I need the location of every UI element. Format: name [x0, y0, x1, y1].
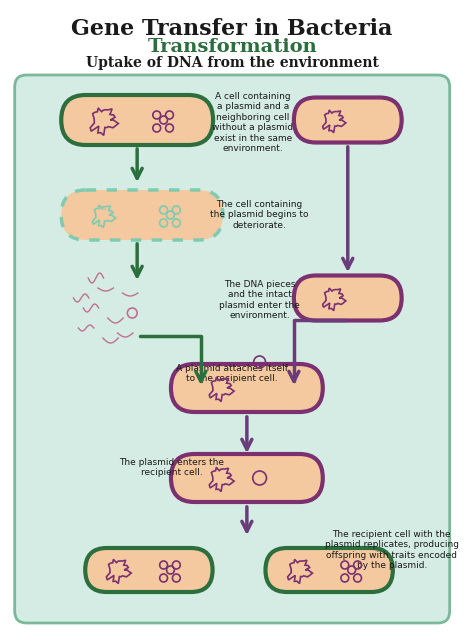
FancyBboxPatch shape: [265, 548, 393, 592]
Text: The DNA pieces
and the intact
plasmid enter the
environment.: The DNA pieces and the intact plasmid en…: [219, 280, 300, 320]
FancyBboxPatch shape: [294, 276, 401, 320]
Text: A cell containing
a plasmid and a
neighboring cell
without a plasmid
exist in th: A cell containing a plasmid and a neighb…: [212, 92, 293, 153]
Text: The recipient cell with the
plasmid replicates, producing
offspring with traits : The recipient cell with the plasmid repl…: [325, 530, 459, 570]
Text: Uptake of DNA from the environment: Uptake of DNA from the environment: [86, 56, 379, 70]
FancyBboxPatch shape: [294, 97, 401, 142]
FancyBboxPatch shape: [85, 548, 212, 592]
Text: The plasmid enters the
recipient cell.: The plasmid enters the recipient cell.: [119, 458, 224, 477]
FancyBboxPatch shape: [61, 190, 223, 240]
FancyBboxPatch shape: [15, 75, 450, 623]
Text: A plasmid attaches itself
to the recipient cell.: A plasmid attaches itself to the recipie…: [176, 364, 288, 384]
FancyBboxPatch shape: [61, 95, 213, 145]
FancyBboxPatch shape: [171, 364, 323, 412]
Text: ~: ~: [98, 205, 108, 215]
Text: The cell containing
the plasmid begins to
deteriorate.: The cell containing the plasmid begins t…: [210, 200, 309, 230]
FancyBboxPatch shape: [171, 454, 323, 502]
Text: Gene Transfer in Bacteria: Gene Transfer in Bacteria: [72, 18, 393, 40]
Text: Transformation: Transformation: [147, 38, 317, 56]
